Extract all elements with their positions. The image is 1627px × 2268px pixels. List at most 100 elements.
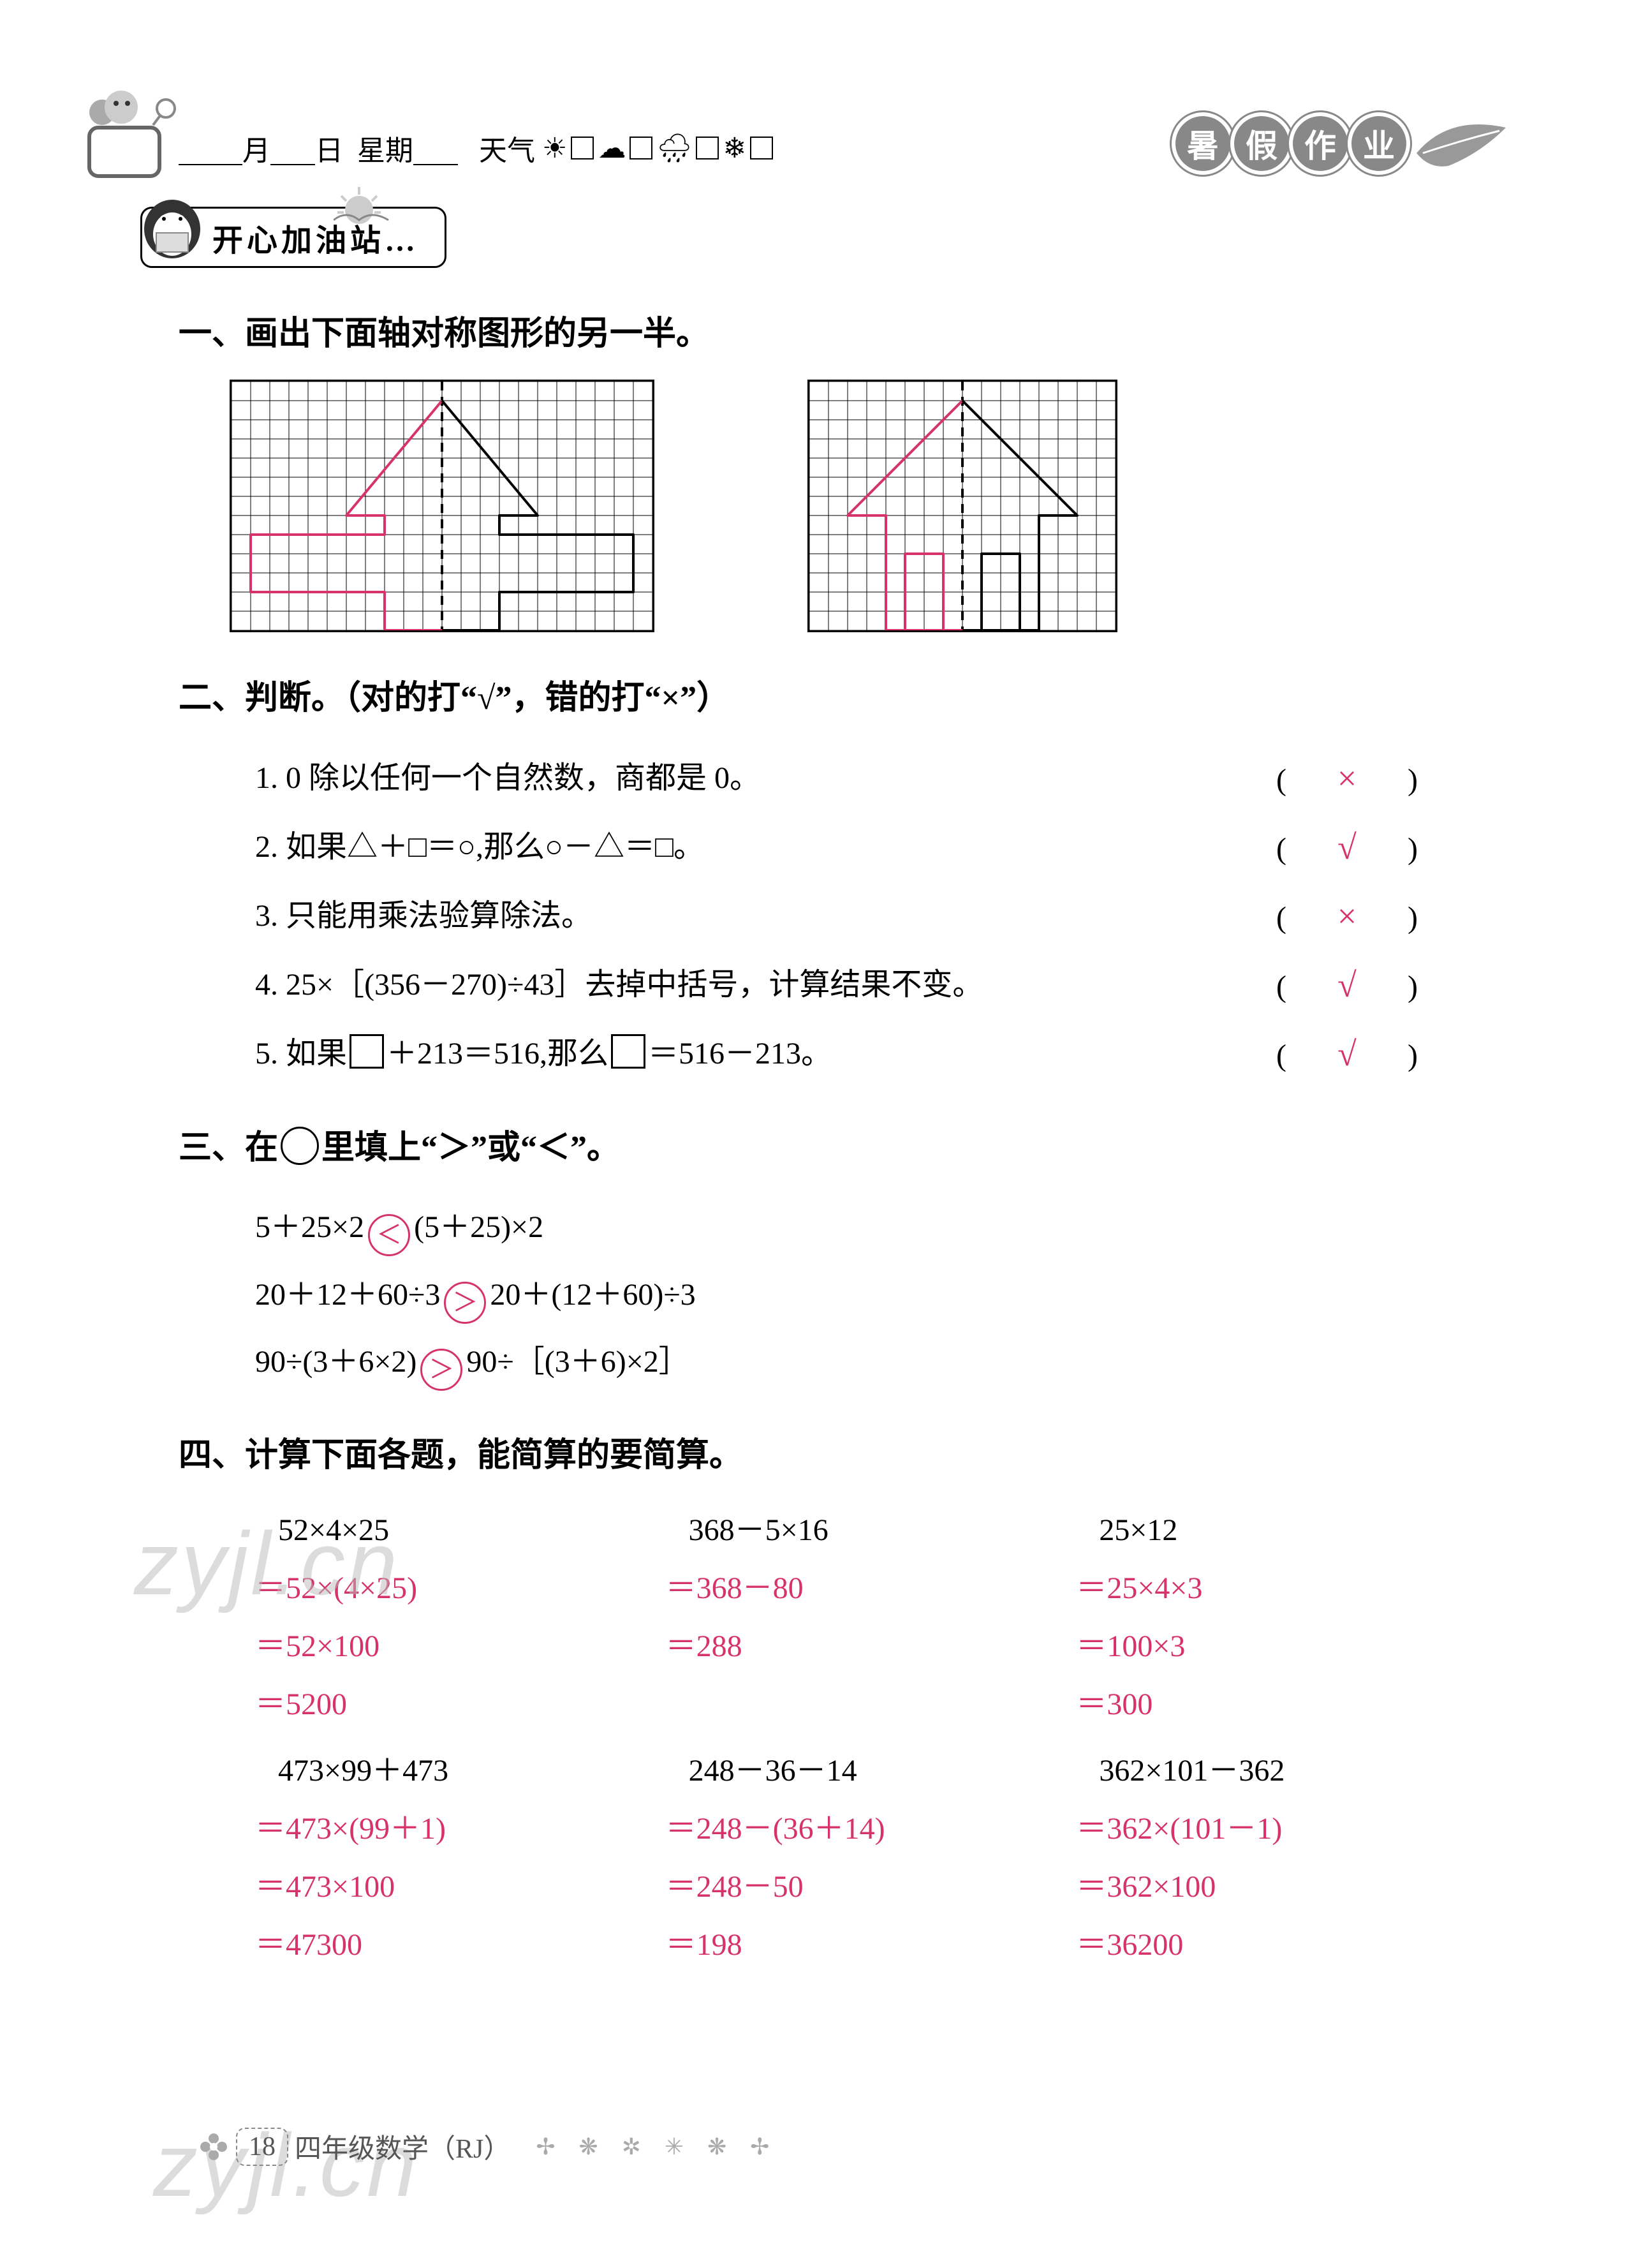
weather-label: 天气 (479, 128, 535, 168)
badge-3: 作 (1293, 116, 1348, 171)
page-footer: 18 四年级数学（RJ） ✢ ❋ ✲ ✳ ❋ ✢ (198, 2127, 778, 2166)
judgement-text: 1. 0 除以任何一个自然数，商都是 0。 (255, 748, 1276, 809)
compare-left: 90÷(3＋6×2) (255, 1345, 416, 1379)
compare-right: 90÷［(3＋6)×2］ (466, 1345, 689, 1379)
calc-step: ＝248－(36＋14) (666, 1800, 1038, 1858)
weather-sun-checkbox[interactable] (571, 137, 594, 159)
calc-step: ＝288 (666, 1617, 1038, 1675)
judgement-row: 1. 0 除以任何一个自然数，商都是 0。( × ) (255, 744, 1448, 813)
answer-mark: √ (1327, 1019, 1372, 1088)
month-label: 月 (242, 128, 270, 168)
calc-step: ＝36200 (1076, 1916, 1448, 1974)
calc-step: ＝362×100 (1076, 1858, 1448, 1916)
compare-answer-circle[interactable]: ＜ (368, 1214, 410, 1256)
calc-problem: 473×99＋473 (255, 1742, 628, 1800)
calc-step: ＝368－80 (666, 1559, 1038, 1617)
snow-icon: ❄ (723, 132, 746, 165)
calc-step: ＝5200 (255, 1675, 628, 1733)
judgement-text: 2. 如果△＋□＝○,那么○－△＝□。 (255, 817, 1276, 878)
section3-title-post: 里填上“＞”或“＜”。 (321, 1130, 620, 1166)
calc-cell: 473×99＋473＝473×(99＋1)＝473×100＝47300 (255, 1742, 628, 1975)
calc-cell: 52×4×25＝52×(4×25)＝52×100＝5200 (255, 1501, 628, 1734)
calc-step: ＝25×4×3 (1076, 1559, 1448, 1617)
judgement-list: 1. 0 除以任何一个自然数，商都是 0。( × )2. 如果△＋□＝○,那么○… (255, 744, 1448, 1088)
calc-step: ＝52×100 (255, 1617, 628, 1675)
blank-box-icon[interactable] (350, 1034, 384, 1069)
badge-4: 业 (1351, 116, 1406, 171)
kid-tv-icon (77, 89, 185, 192)
section2-title: 二、判断。（对的打“√”，错的打“×”） (179, 671, 1448, 718)
answer-parentheses[interactable]: ( √ ) (1276, 951, 1423, 1019)
section1-title: 一、画出下面轴对称图形的另一半。 (179, 306, 1448, 354)
compare-answer-circle[interactable]: ＞ (444, 1282, 486, 1324)
answer-mark: × (1327, 882, 1372, 951)
calc-step: ＝100×3 (1076, 1617, 1448, 1675)
compare-right: 20＋(12＋60)÷3 (490, 1278, 695, 1312)
compare-left: 5＋25×2 (255, 1210, 364, 1244)
book-label: 四年级数学（RJ） (295, 2127, 510, 2166)
answer-parentheses[interactable]: ( × ) (1276, 744, 1423, 813)
weekday-label: 星期 (357, 128, 413, 168)
penguin-icon (137, 191, 207, 269)
calc-problem: 248－36－14 (666, 1742, 1038, 1800)
answer-mark: × (1327, 744, 1372, 813)
answer-parentheses[interactable]: ( √ ) (1276, 1019, 1423, 1088)
badge-1: 暑 (1175, 116, 1230, 171)
weather-cloud-checkbox[interactable] (629, 137, 652, 159)
day-label: 日 (315, 128, 343, 168)
calc-step: ＝198 (666, 1916, 1038, 1974)
calc-step: ＝473×100 (255, 1858, 628, 1916)
judgement-row: 3. 只能用乘法验算除法。( × ) (255, 882, 1448, 951)
compare-list: 5＋25×2＜(5＋25)×220＋12＋60÷3＞20＋(12＋60)÷390… (255, 1194, 1448, 1396)
compare-answer-circle[interactable]: ＞ (420, 1349, 462, 1391)
judgement-text: 4. 25×［(356－270)÷43］去掉中括号，计算结果不变。 (255, 954, 1276, 1016)
answer-mark: √ (1327, 951, 1372, 1019)
calc-cell: 248－36－14＝248－(36＋14)＝248－50＝198 (666, 1742, 1038, 1975)
judgement-row: 2. 如果△＋□＝○,那么○－△＝□。( √ ) (255, 813, 1448, 882)
judgement-row: 4. 25×［(356－270)÷43］去掉中括号，计算结果不变。( √ ) (255, 951, 1448, 1019)
answer-parentheses[interactable]: ( √ ) (1276, 813, 1423, 882)
section4-title: 四、计算下面各题，能简算的要简算。 (179, 1428, 1448, 1476)
station-banner: 开心加油站… (140, 207, 1448, 268)
rain-icon: 🌧 (656, 131, 692, 165)
calc-cell: 368－5×16＝368－80＝288 (666, 1501, 1038, 1734)
symmetry-grids (230, 380, 1448, 632)
blank-box-icon[interactable] (611, 1034, 645, 1069)
calc-cell: 25×12＝25×4×3＝100×3＝300 (1076, 1501, 1448, 1734)
calc-problem: 25×12 (1076, 1501, 1448, 1559)
calc-cell: 362×101－362＝362×(101－1)＝362×100＝36200 (1076, 1742, 1448, 1975)
sun-decoration-icon (334, 184, 391, 237)
calc-problems-grid: 52×4×25＝52×(4×25)＝52×100＝5200 368－5×16＝3… (255, 1501, 1448, 1975)
compare-left: 20＋12＋60÷3 (255, 1278, 440, 1312)
calc-step: ＝300 (1076, 1675, 1448, 1733)
leaf-icon (1410, 108, 1512, 179)
calc-step: ＝473×(99＋1) (255, 1800, 628, 1858)
flower-icon (198, 2131, 230, 2163)
worksheet-header: 月 日 星期 天气 ☀ ☁ 🌧 ❄ 暑 假 作 业 (179, 128, 1448, 168)
symmetry-grid-2[interactable] (807, 380, 1117, 632)
weekday-blank[interactable] (413, 131, 458, 166)
calc-step: ＝362×(101－1) (1076, 1800, 1448, 1858)
circle-placeholder-icon (281, 1127, 319, 1165)
page-number: 18 (236, 2128, 288, 2166)
day-blank[interactable] (270, 131, 315, 166)
section3-title-pre: 三、在 (179, 1130, 278, 1166)
compare-row: 90÷(3＋6×2)＞90÷［(3＋6)×2］ (255, 1328, 1448, 1396)
calc-problem: 52×4×25 (255, 1501, 628, 1559)
section3-title: 三、在 里填上“＞”或“＜”。 (179, 1120, 1448, 1168)
compare-right: (5＋25)×2 (414, 1210, 543, 1244)
month-blank[interactable] (179, 131, 242, 166)
calc-step: ＝52×(4×25) (255, 1559, 628, 1617)
weather-snow-checkbox[interactable] (750, 137, 773, 159)
weather-rain-checkbox[interactable] (696, 137, 719, 159)
judgement-row: 5. 如果＋213＝516,那么＝516－213。( √ ) (255, 1019, 1448, 1088)
title-badges: 暑 假 作 业 (1175, 108, 1512, 179)
footer-decoration: ✢ ❋ ✲ ✳ ❋ ✢ (536, 2133, 778, 2160)
symmetry-grid-1[interactable] (230, 380, 654, 632)
calc-step: ＝47300 (255, 1916, 628, 1974)
answer-parentheses[interactable]: ( × ) (1276, 882, 1423, 951)
judgement-text: 3. 只能用乘法验算除法。 (255, 886, 1276, 947)
judgement-text: 5. 如果＋213＝516,那么＝516－213。 (255, 1023, 1276, 1085)
sun-icon: ☀ (535, 132, 567, 165)
calc-step: ＝248－50 (666, 1858, 1038, 1916)
